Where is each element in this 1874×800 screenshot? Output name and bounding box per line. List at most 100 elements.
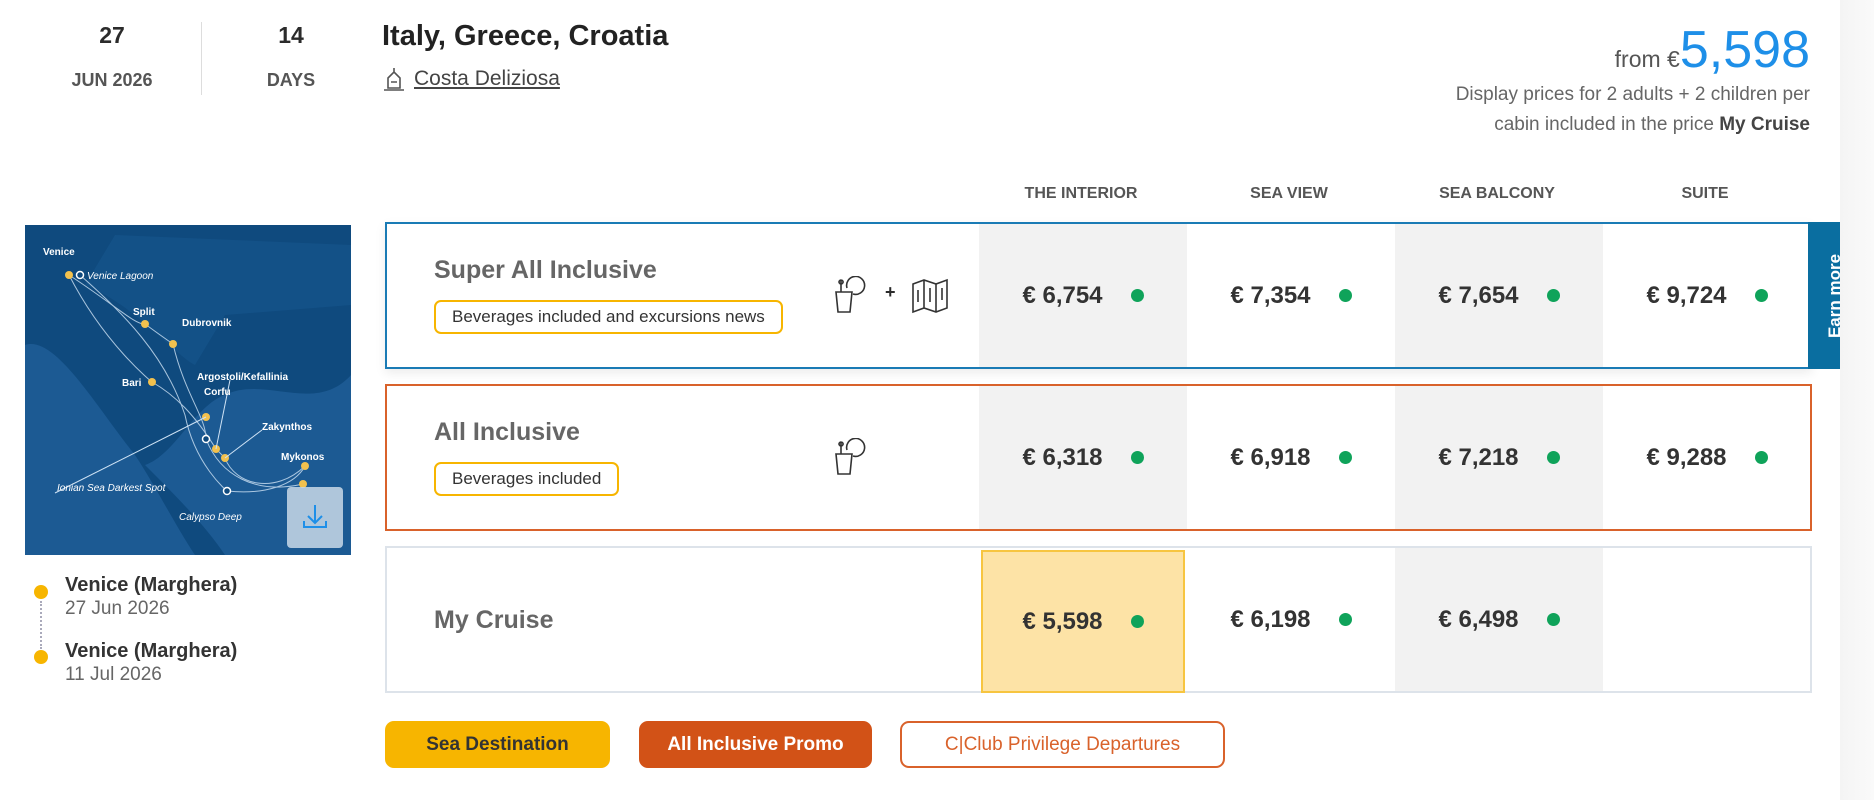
price-cell-interior-selected[interactable]: € 5,598 xyxy=(981,550,1185,693)
itinerary-arrival: Venice (Marghera) 11 Jul 2026 xyxy=(65,640,237,686)
fare-row-my-cruise[interactable]: My Cruise € 5,598 € 6,198 € 6,498 xyxy=(385,546,1812,693)
price: € 7,218 xyxy=(1438,443,1519,471)
price: € 6,754 xyxy=(1022,281,1103,309)
port-dot xyxy=(301,462,309,470)
price: € 5,598 xyxy=(1022,607,1103,635)
download-map-button[interactable] xyxy=(287,487,343,548)
price: € 6,498 xyxy=(1438,605,1519,633)
badge-cclub-privilege[interactable]: C|Club Privilege Departures xyxy=(900,721,1225,768)
price-cell-suite[interactable]: € 9,288 xyxy=(1603,386,1811,529)
availability-dot xyxy=(1546,451,1560,464)
column-header-interior: THE INTERIOR xyxy=(1024,185,1138,202)
page-edge xyxy=(1840,0,1874,800)
duration-unit: DAYS xyxy=(266,70,316,90)
port-dot xyxy=(141,320,149,328)
price: € 7,654 xyxy=(1438,281,1519,309)
ship-link[interactable]: Costa Deliziosa xyxy=(382,66,560,92)
price-cell-interior[interactable]: € 6,318 xyxy=(979,386,1187,529)
price-cell-sea-view[interactable]: € 6,198 xyxy=(1187,548,1395,691)
map-label-bari: Bari xyxy=(122,378,142,389)
map-label-zakynthos: Zakynthos xyxy=(262,422,312,433)
port-dots xyxy=(65,271,309,488)
itinerary-dot xyxy=(34,585,48,599)
price-cell-suite-empty xyxy=(1603,548,1811,691)
port-dot xyxy=(169,340,177,348)
fare-row-super-all-inclusive[interactable]: Super All Inclusive Beverages included a… xyxy=(385,222,1812,369)
divider xyxy=(201,22,202,95)
fare-tag: Beverages included and excursions news xyxy=(434,300,783,334)
price: € 6,198 xyxy=(1230,605,1311,633)
price: € 7,354 xyxy=(1230,281,1311,309)
plus-sign: + xyxy=(885,282,896,302)
price-cell-sea-balcony[interactable]: € 6,498 xyxy=(1395,548,1603,691)
badge-all-inclusive-promo[interactable]: All Inclusive Promo xyxy=(639,721,872,768)
map-label-corfu: Corfu xyxy=(204,387,231,398)
availability-dot xyxy=(1130,615,1144,628)
itinerary-dot xyxy=(34,650,48,664)
price: € 9,724 xyxy=(1646,281,1727,309)
map-label-calypso: Calypso Deep xyxy=(179,512,242,523)
price-note-bold: My Cruise xyxy=(1719,114,1810,135)
itinerary-departure: Venice (Marghera) 27 Jun 2026 xyxy=(65,574,237,620)
port-name: Venice (Marghera) xyxy=(65,574,238,596)
price-cell-sea-balcony[interactable]: € 7,654 xyxy=(1395,224,1603,367)
map-label-ionian: Ionian Sea Darkest Spot xyxy=(57,483,167,494)
availability-dot xyxy=(1338,289,1352,302)
availability-dot xyxy=(1130,451,1144,464)
drinks-icon xyxy=(835,438,866,475)
price: € 6,318 xyxy=(1022,443,1103,471)
badge-sea-destination[interactable]: Sea Destination xyxy=(385,721,610,768)
ship-icon xyxy=(384,68,404,91)
departure-month-year: JUN 2026 xyxy=(71,70,153,90)
cruise-title: Italy, Greece, Croatia xyxy=(382,20,669,52)
port-dot xyxy=(148,378,156,386)
from-label: from € xyxy=(1614,46,1680,72)
column-header-suite: SUITE xyxy=(1681,185,1729,202)
map-label-venice: Venice xyxy=(43,247,75,258)
map-label-split: Split xyxy=(133,307,155,318)
from-price: from €5,598 xyxy=(1615,20,1810,80)
price: € 6,918 xyxy=(1230,443,1311,471)
fare-tag: Beverages included xyxy=(434,462,620,496)
route-map[interactable]: Venice Venice Lagoon Split Dubrovnik Bar… xyxy=(25,225,351,555)
price-note-text: Display prices for 2 adults + 2 children… xyxy=(1455,84,1810,135)
excursion-map-icon xyxy=(912,278,948,314)
availability-dot xyxy=(1338,613,1352,626)
itinerary-connector xyxy=(40,601,42,649)
map-label-lagoon: Venice Lagoon xyxy=(87,271,154,282)
duration-days: 14 xyxy=(278,22,304,48)
availability-dot xyxy=(1130,289,1144,302)
fare-row-all-inclusive[interactable]: All Inclusive Beverages included € 6,318… xyxy=(385,384,1812,531)
poi-ring xyxy=(201,434,211,444)
price: € 9,288 xyxy=(1646,443,1727,471)
fare-name: My Cruise xyxy=(434,606,554,634)
port-name: Venice (Marghera) xyxy=(65,640,238,662)
price-cell-sea-balcony[interactable]: € 7,218 xyxy=(1395,386,1603,529)
ship-name[interactable]: Costa Deliziosa xyxy=(414,67,560,90)
departure-day: 27 xyxy=(99,22,125,48)
fare-name: All Inclusive xyxy=(434,418,580,446)
poi-ring xyxy=(222,486,232,496)
map-label-dubrovnik: Dubrovnik xyxy=(182,318,232,329)
column-header-sea-view: SEA VIEW xyxy=(1250,185,1328,202)
port-date: 27 Jun 2026 xyxy=(65,598,170,619)
port-dot xyxy=(65,271,73,279)
price-note: Display prices for 2 adults + 2 children… xyxy=(1410,80,1810,140)
price-cell-suite[interactable]: € 9,724 xyxy=(1603,224,1811,367)
map-label-mykonos: Mykonos xyxy=(281,452,325,463)
availability-dot xyxy=(1754,289,1768,302)
download-icon xyxy=(303,505,327,528)
poi-ring xyxy=(75,270,85,280)
availability-dot xyxy=(1754,451,1768,464)
availability-dot xyxy=(1546,613,1560,626)
price-cell-sea-view[interactable]: € 6,918 xyxy=(1187,386,1395,529)
column-header-sea-balcony: SEA BALCONY xyxy=(1439,185,1555,202)
drinks-icon xyxy=(835,276,866,313)
availability-dot xyxy=(1546,289,1560,302)
port-date: 11 Jul 2026 xyxy=(65,664,162,685)
port-dot xyxy=(299,480,307,488)
from-amount: 5,598 xyxy=(1679,21,1810,79)
price-cell-interior[interactable]: € 6,754 xyxy=(979,224,1187,367)
availability-dot xyxy=(1338,451,1352,464)
price-cell-sea-view[interactable]: € 7,354 xyxy=(1187,224,1395,367)
